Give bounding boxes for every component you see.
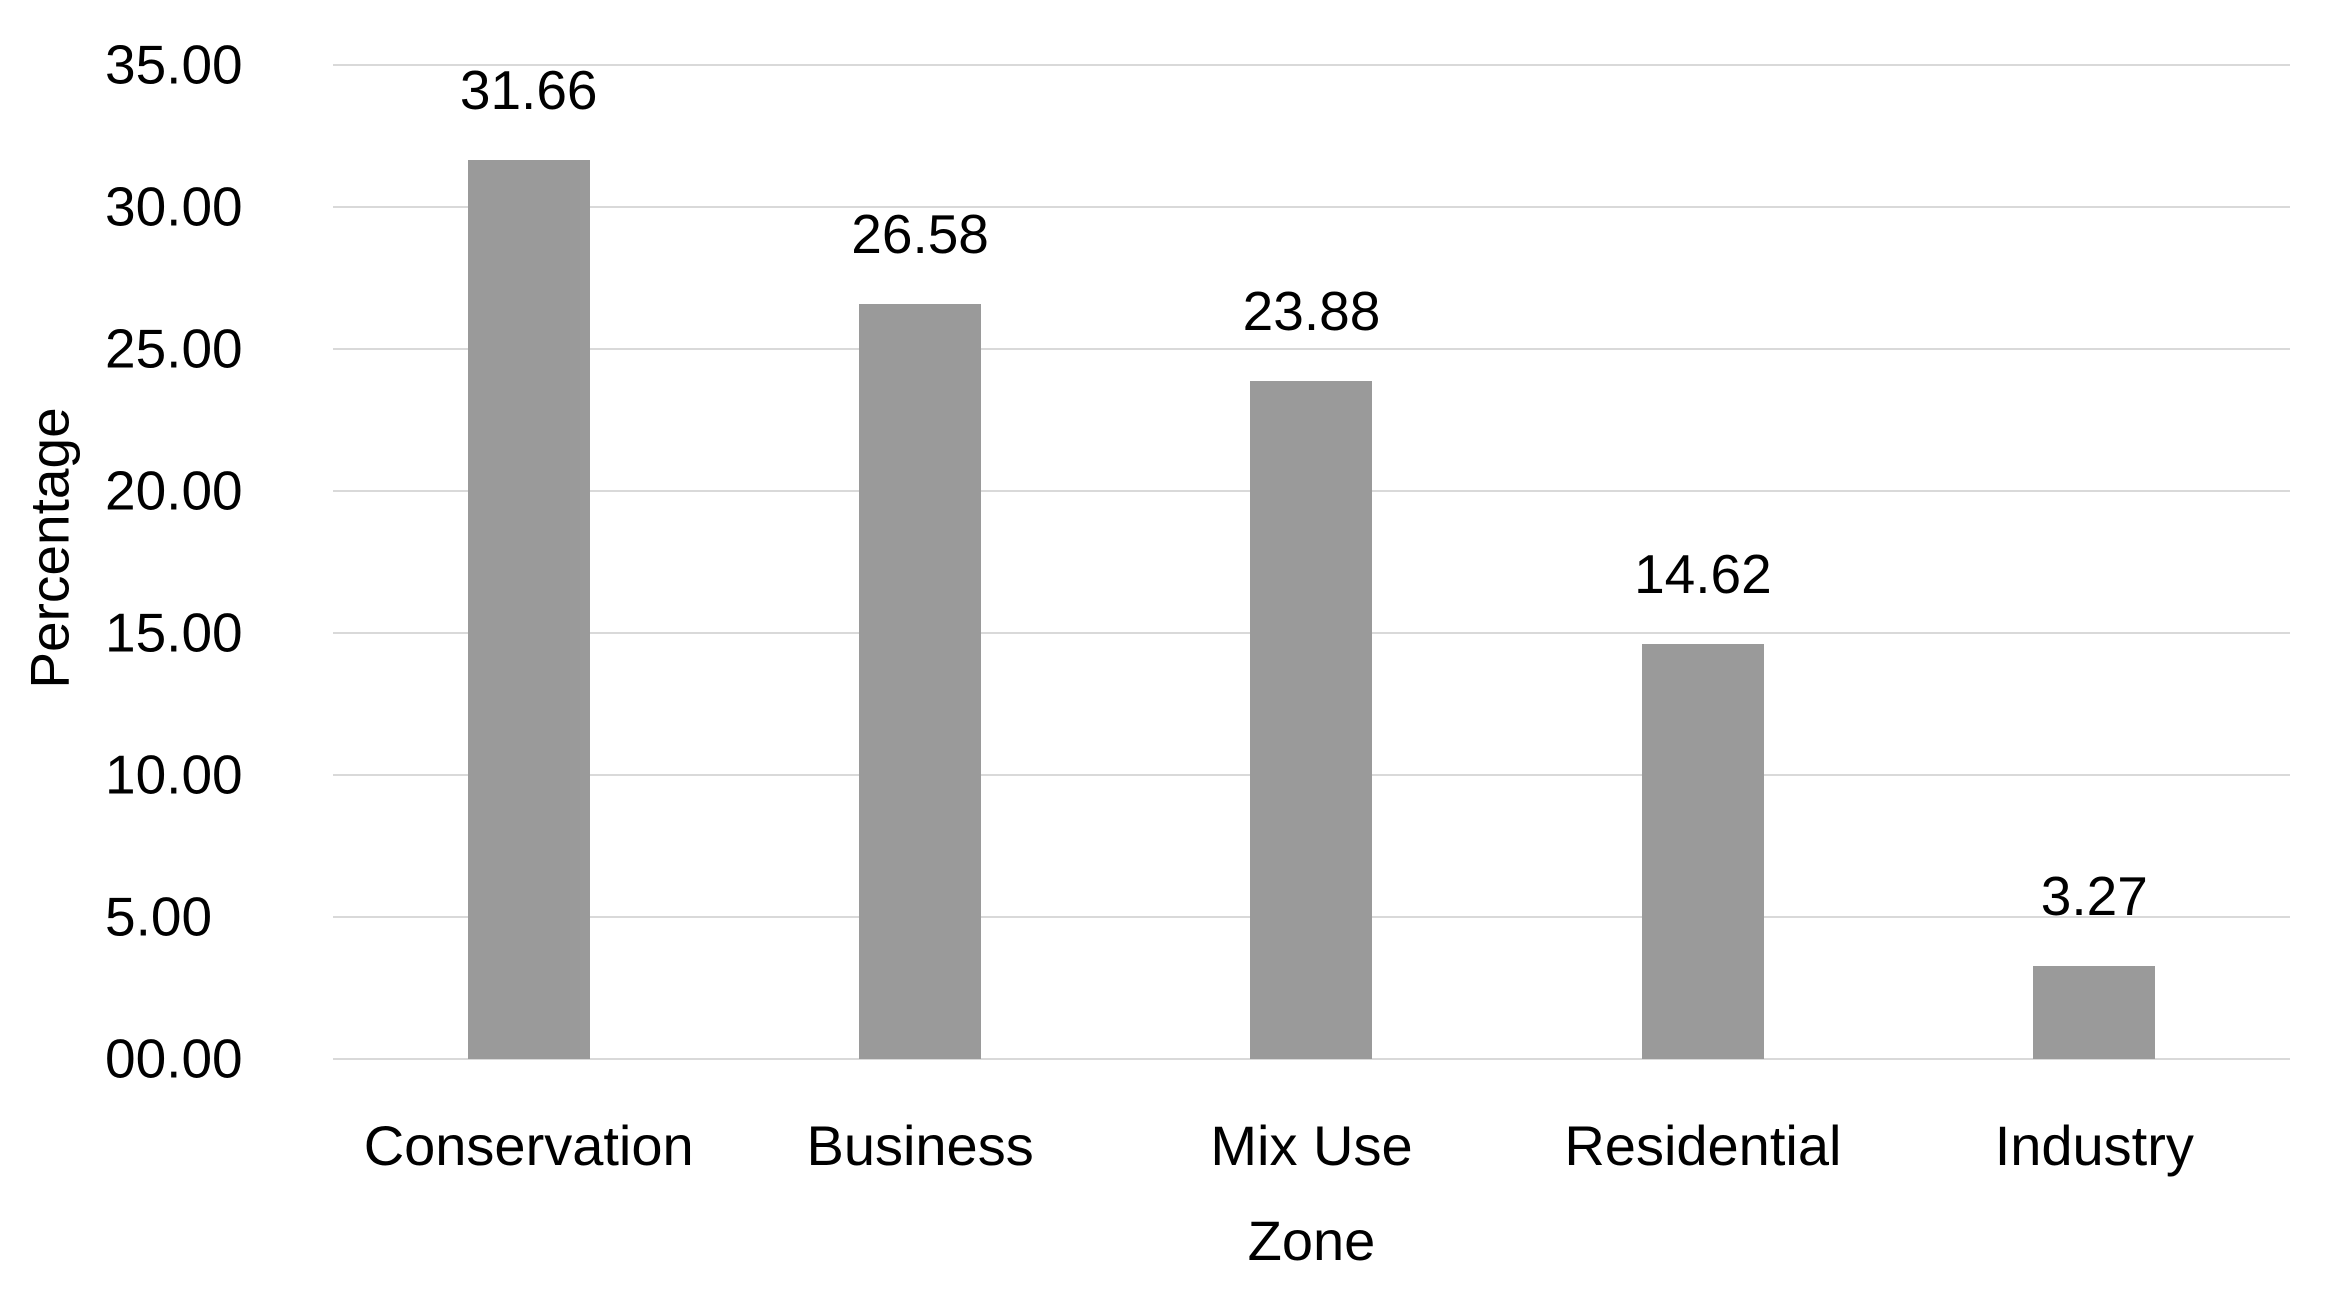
x-category-label: Residential: [1564, 1114, 1842, 1177]
plot-area: 31.66 26.58 23.88 14.62 3.27: [333, 58, 2290, 1060]
y-tick-label: 5.00: [105, 885, 213, 948]
bar: [467, 159, 590, 1059]
gridline: [333, 348, 2290, 350]
y-tick-label: 00.00: [105, 1027, 243, 1090]
bar-value-label: 3.27: [2040, 865, 2148, 928]
y-axis-title: Percentage: [18, 407, 81, 689]
x-category-label: Industry: [1994, 1114, 2194, 1177]
gridline: [333, 64, 2290, 66]
bar: [1641, 643, 1764, 1059]
bar-column: 14.62: [1507, 65, 1898, 1059]
bar: [2033, 966, 2156, 1059]
y-tick-label: 25.00: [105, 317, 243, 380]
bar: [859, 304, 982, 1059]
bar-column: 23.88: [1116, 65, 1507, 1059]
bar-value-label: 23.88: [1242, 279, 1381, 342]
gridline: [333, 1058, 2290, 1060]
y-tick-label: 20.00: [105, 459, 243, 522]
y-tick-label: 15.00: [105, 601, 243, 664]
x-axis-title: Zone: [1247, 1209, 1376, 1272]
bar-value-label: 14.62: [1634, 542, 1772, 605]
x-category-label: Business: [806, 1114, 1034, 1177]
bar-value-label: 26.58: [851, 203, 989, 266]
x-category-label: Conservation: [363, 1114, 694, 1177]
bar-column: 31.66: [333, 58, 724, 1059]
y-tick-label: 30.00: [105, 175, 243, 238]
y-tick-label: 10.00: [105, 743, 243, 806]
y-tick-label: 35.00: [105, 33, 243, 96]
bar: [1250, 380, 1373, 1059]
bar-column: 3.27: [1899, 65, 2290, 1059]
bar-column: 26.58: [724, 65, 1115, 1059]
bar-value-label: 31.66: [459, 58, 598, 121]
x-category-label: Mix Use: [1210, 1114, 1413, 1177]
gridline: [333, 206, 2290, 208]
